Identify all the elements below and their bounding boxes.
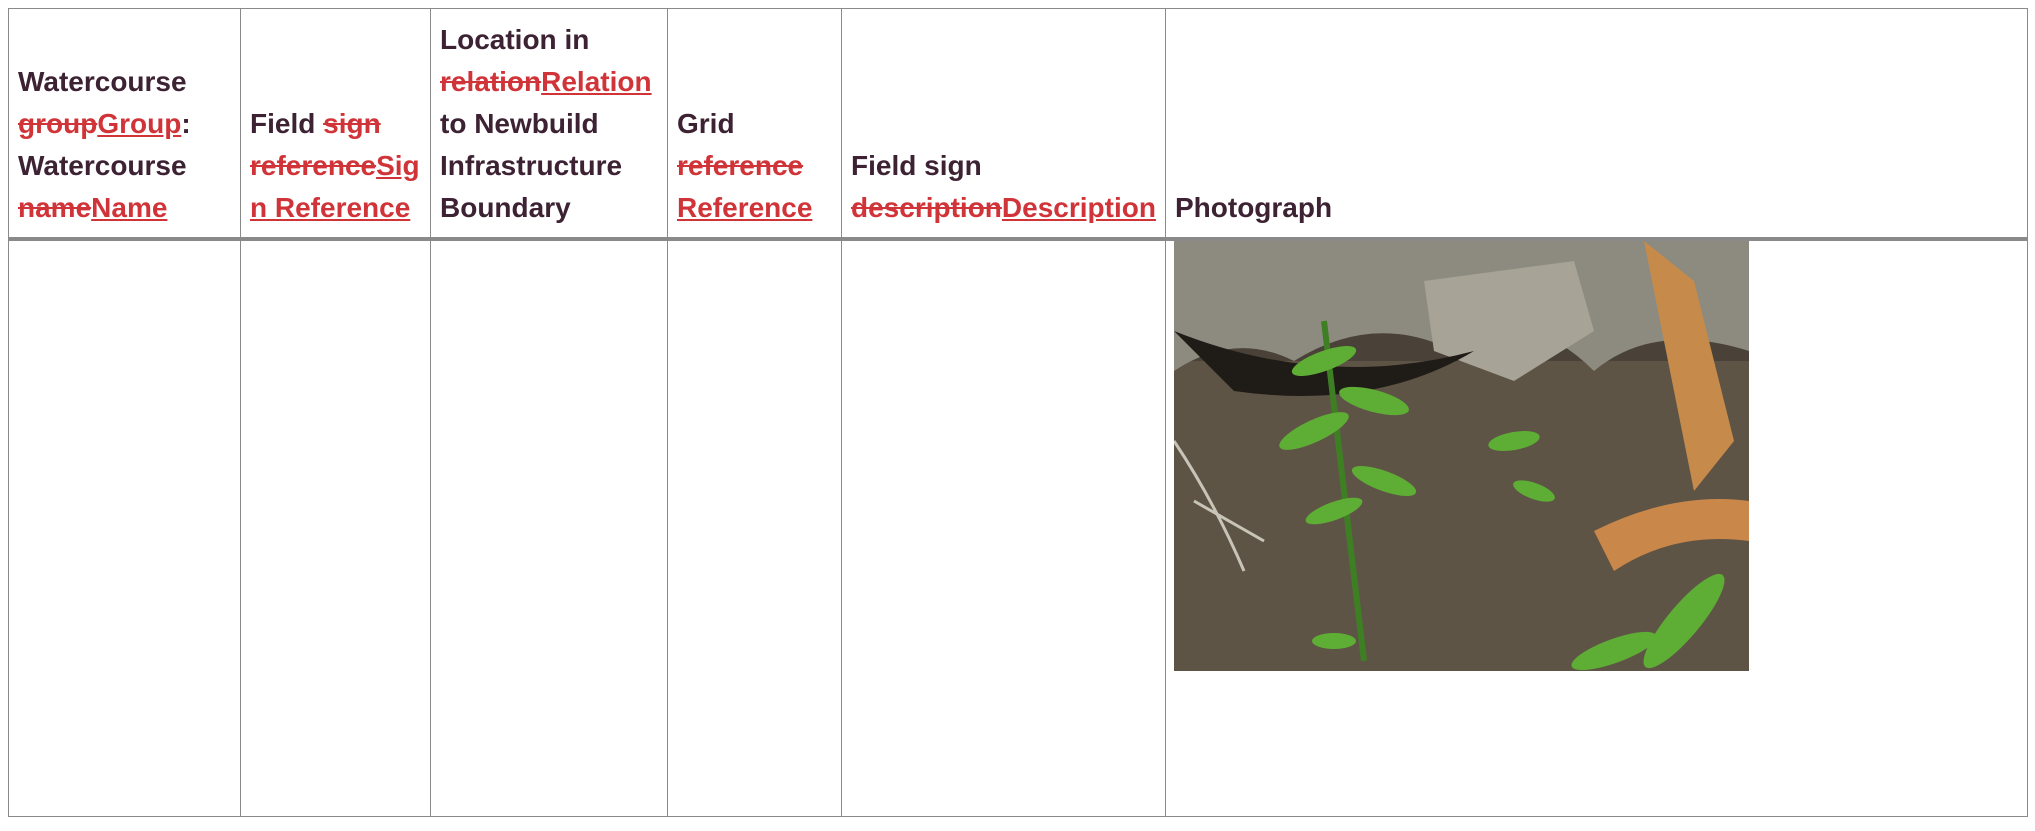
deleted-text: name xyxy=(18,192,92,223)
field-sign-table: Watercourse groupGroup: Watercourse name… xyxy=(8,8,2028,817)
header-text: Watercourse xyxy=(18,66,187,97)
deleted-text: reference xyxy=(677,150,804,181)
deleted-text: sign reference xyxy=(250,108,381,181)
header-cell: Location in relationRelation to Newbuild… xyxy=(430,8,668,241)
header-text: Photograph xyxy=(1175,192,1333,223)
cell xyxy=(430,238,668,817)
photograph xyxy=(1174,241,1749,671)
header-text: Location in xyxy=(440,24,590,55)
cell xyxy=(667,238,842,817)
header-cell: Watercourse groupGroup: Watercourse name… xyxy=(8,8,241,241)
body-row xyxy=(8,238,2028,817)
inserted-text: Sign Reference xyxy=(250,150,420,223)
inserted-text: Group xyxy=(97,108,182,139)
inserted-text: Relation xyxy=(541,66,652,97)
deleted-text: relation xyxy=(440,66,542,97)
inserted-text: Name xyxy=(91,192,168,223)
header-cell: Photograph xyxy=(1165,8,2028,241)
header-text: Grid xyxy=(677,108,735,139)
cell xyxy=(240,238,431,817)
photo-cell xyxy=(1165,238,2028,817)
header-text: Field sign xyxy=(851,150,982,181)
header-cell: Field sign descriptionDescription xyxy=(841,8,1166,241)
cell xyxy=(8,238,241,817)
header-row: Watercourse groupGroup: Watercourse name… xyxy=(8,8,2028,241)
inserted-text: Reference xyxy=(677,192,813,223)
header-cell: Grid reference Reference xyxy=(667,8,842,241)
cell xyxy=(841,238,1166,817)
header-cell: Field sign referenceSign Reference xyxy=(240,8,431,241)
header-text: to Newbuild Infrastructure Boundary xyxy=(440,108,623,223)
deleted-text: group xyxy=(18,108,98,139)
header-text: : Watercourse xyxy=(18,108,191,181)
deleted-text: description xyxy=(851,192,1002,223)
header-text: Field xyxy=(250,108,324,139)
inserted-text: Description xyxy=(1001,192,1156,223)
